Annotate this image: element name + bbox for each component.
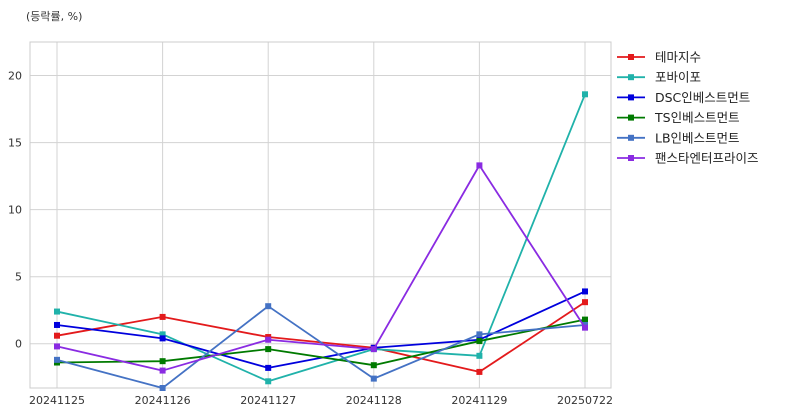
legend-label: TS인베스트먼트 [654,110,740,125]
data-point [370,375,377,382]
data-point [159,331,166,338]
x-tick-label: 20241128 [346,394,402,407]
y-tick-label: 5 [15,271,22,284]
data-point [265,336,272,343]
plot-frame [29,41,612,389]
legend-marker [628,94,634,101]
series-line [56,93,586,383]
data-point [159,335,166,342]
data-point [370,346,377,353]
series-1 [54,91,588,385]
data-point [370,362,377,369]
series-4 [54,303,588,391]
x-tick-label: 20241127 [240,394,296,407]
series-5 [54,162,588,374]
data-point [159,385,166,391]
data-point [582,316,588,323]
series-line [56,164,586,372]
data-point [476,162,483,169]
data-point [476,338,483,345]
legend-marker [628,114,634,121]
series-line [56,318,586,367]
data-point [54,356,60,363]
legend-item: 포바이포 [617,70,701,85]
data-point [476,352,483,359]
data-point [159,313,166,320]
data-point [265,303,272,310]
data-point [159,367,166,374]
data-point [54,321,60,328]
legend-item: LB인베스트먼트 [617,130,740,145]
data-point [582,288,588,295]
x-tick-label: 20241126 [135,394,191,407]
legend-label: LB인베스트먼트 [655,130,740,145]
data-point [54,332,60,339]
legend-label: 테마지수 [655,50,701,65]
data-point [582,324,588,331]
legend-label: 팬스타엔터프라이즈 [655,151,759,166]
data-point [476,368,483,375]
x-tick-label: 20241125 [29,394,85,407]
legend-item: DSC인베스트먼트 [617,90,750,105]
data-point [265,346,272,353]
y-tick-label: 20 [8,70,22,83]
series-line [56,305,586,389]
axis-labels: 0 5 10 15 20 20241125 20241126 20241127 20241128… [8,70,613,407]
x-tick-label: 20250722 [557,394,613,407]
legend-marker [628,155,634,161]
grid [30,42,611,388]
unit-label: (등락률, %) [26,10,83,23]
legend-item: TS인베스트먼트 [617,110,740,125]
data-point [582,299,588,306]
legend-marker [628,134,634,141]
legend-marker [628,74,634,81]
data-point [476,331,483,338]
data-point [582,91,588,98]
data-point [54,308,60,315]
data-point [265,378,272,385]
legend-item: 테마지수 [617,50,701,65]
legend-marker [628,54,634,60]
series-layer [54,91,588,391]
y-tick-label: 10 [8,204,22,217]
data-point [159,358,166,365]
data-point [265,364,272,371]
legend-item: 팬스타엔터프라이즈 [617,151,759,166]
y-tick-label: 15 [8,137,22,150]
y-tick-label: 0 [15,338,22,351]
x-tick-label: 20241129 [451,394,507,407]
data-point [54,343,60,350]
legend-label: DSC인베스트먼트 [655,90,750,105]
series-2 [54,288,588,371]
legend-label: 포바이포 [655,70,701,85]
